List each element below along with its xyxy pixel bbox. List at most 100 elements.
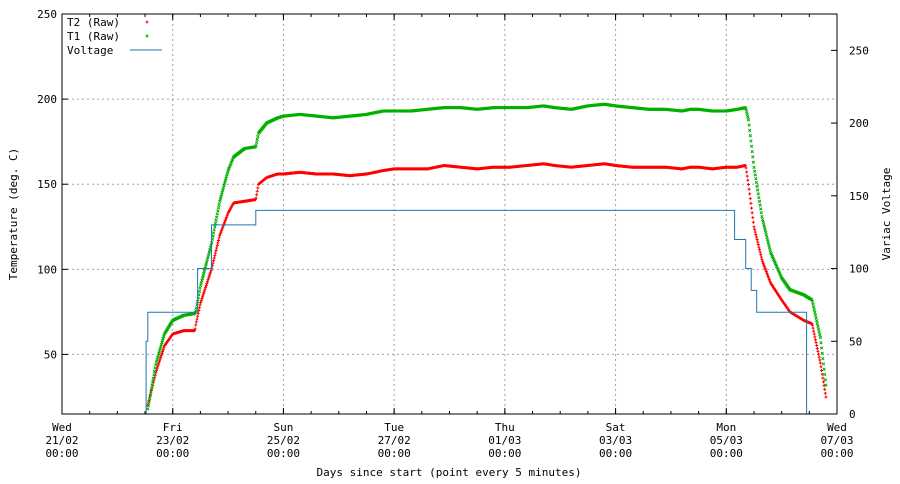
t1-point bbox=[748, 134, 752, 138]
t2-point bbox=[194, 323, 198, 327]
x-tick-label: Sat bbox=[606, 421, 626, 434]
t2-point bbox=[753, 230, 757, 234]
t2-point bbox=[753, 227, 757, 231]
t2-point bbox=[814, 341, 818, 345]
t1-point bbox=[749, 139, 753, 143]
legend-label: T2 (Raw) bbox=[67, 16, 120, 29]
t2-point bbox=[757, 245, 761, 249]
t2-point bbox=[756, 243, 760, 247]
t2-point bbox=[212, 259, 216, 263]
t2-point bbox=[196, 311, 200, 315]
y-tick-label: 150 bbox=[37, 178, 57, 191]
t1-point bbox=[751, 155, 755, 159]
t1-point bbox=[157, 351, 161, 355]
t1-point bbox=[254, 140, 259, 145]
t2-point bbox=[256, 186, 260, 190]
x-tick-label: 21/02 bbox=[45, 434, 78, 447]
voltage-line bbox=[145, 209, 813, 414]
t2-point bbox=[767, 278, 771, 282]
t2-point bbox=[207, 276, 211, 280]
t2-point bbox=[824, 395, 828, 399]
t2-point bbox=[743, 164, 747, 168]
t2-point bbox=[199, 300, 203, 304]
t2-point bbox=[214, 249, 218, 253]
t2-point bbox=[820, 369, 824, 373]
t1-point bbox=[814, 316, 818, 320]
t2-point bbox=[768, 279, 772, 283]
x-tick-label: Wed bbox=[52, 421, 72, 434]
x-tick-label: 01/03 bbox=[488, 434, 521, 447]
t1-point bbox=[752, 169, 757, 173]
t1-point bbox=[220, 190, 224, 194]
t1-point bbox=[768, 248, 772, 252]
x-tick-label: 07/03 bbox=[820, 434, 853, 447]
t2-point bbox=[159, 353, 163, 357]
t1-point bbox=[766, 240, 770, 244]
t2-point bbox=[760, 258, 764, 262]
x-tick-label: 00:00 bbox=[820, 447, 853, 460]
t2-point bbox=[746, 178, 750, 182]
t2-point bbox=[196, 314, 200, 318]
t2-point bbox=[206, 278, 210, 282]
t2-point bbox=[813, 338, 817, 342]
t2-point bbox=[816, 349, 820, 353]
t1-point bbox=[746, 115, 750, 119]
t1-point bbox=[155, 358, 159, 362]
t2-point bbox=[158, 357, 162, 361]
x-tick-label: 03/03 bbox=[599, 434, 632, 447]
t2-point bbox=[758, 248, 762, 252]
t2-point bbox=[749, 201, 753, 205]
t1-point bbox=[765, 238, 770, 242]
t2-point bbox=[202, 289, 206, 293]
grid-layer bbox=[62, 14, 837, 414]
t1-point bbox=[213, 224, 217, 229]
t1-point bbox=[754, 180, 759, 185]
t1-point bbox=[757, 195, 761, 200]
t2-point bbox=[766, 273, 770, 277]
t1-point bbox=[219, 192, 224, 197]
t1-point bbox=[159, 343, 163, 347]
t2-point bbox=[193, 327, 197, 331]
t1-point bbox=[199, 283, 203, 287]
t2-point bbox=[761, 260, 765, 264]
t2-point bbox=[255, 189, 259, 193]
t1-point bbox=[151, 376, 155, 380]
t1-point bbox=[810, 299, 815, 304]
t2-point bbox=[759, 255, 763, 259]
t1-point bbox=[748, 128, 752, 133]
t1-point bbox=[147, 400, 151, 404]
x-tick-label: 25/02 bbox=[267, 434, 300, 447]
t2-point bbox=[821, 380, 825, 384]
t1-point bbox=[151, 380, 155, 384]
series-t2-raw- bbox=[146, 162, 828, 407]
t2-point bbox=[811, 326, 815, 330]
t2-point bbox=[818, 358, 822, 362]
t1-point bbox=[759, 211, 764, 215]
t1-point bbox=[767, 243, 771, 247]
t2-point bbox=[823, 391, 827, 395]
t1-point bbox=[161, 336, 165, 340]
t2-point bbox=[156, 365, 160, 369]
t1-point bbox=[211, 231, 216, 235]
t2-point bbox=[748, 197, 752, 201]
t2-point bbox=[199, 299, 203, 303]
t1-point bbox=[202, 271, 206, 276]
t1-point bbox=[207, 250, 211, 254]
t1-point bbox=[148, 393, 152, 397]
t2-point bbox=[221, 225, 225, 229]
t1-point bbox=[211, 234, 215, 238]
t1-point bbox=[744, 107, 748, 111]
t1-point bbox=[221, 186, 226, 190]
t1-point bbox=[219, 195, 223, 199]
t2-point bbox=[215, 243, 219, 247]
t2-point bbox=[215, 246, 219, 250]
t1-point bbox=[759, 207, 763, 211]
t2-point bbox=[223, 220, 227, 224]
t1-point bbox=[767, 245, 772, 250]
t2-point bbox=[821, 376, 825, 380]
t2-point bbox=[223, 219, 227, 223]
t2-point bbox=[162, 346, 166, 350]
t2-point bbox=[208, 272, 212, 276]
t1-point bbox=[153, 366, 157, 370]
